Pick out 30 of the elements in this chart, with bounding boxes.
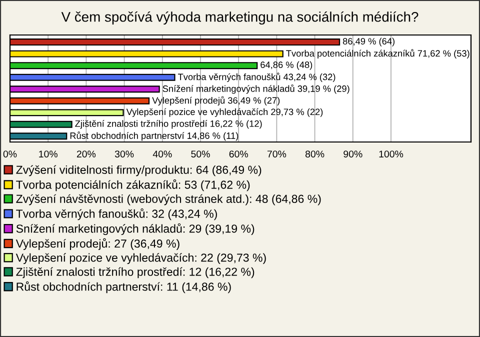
data-label: Tvorba potenciálních zákazníků 71,62 % (53) bbox=[286, 49, 470, 58]
legend-label: Zvýšení návštěvnosti (webových stránek atd.): 48 (64,86 %) bbox=[16, 194, 321, 206]
x-tick-label: 50% bbox=[191, 150, 210, 158]
x-tick-label: 10% bbox=[39, 150, 58, 158]
legend-label: Vylepšení prodejů: 27 (36,49 %) bbox=[16, 238, 180, 250]
legend-label: Zvýšení viditelnosti firmy/produktu: 64 (86,49 %) bbox=[16, 165, 262, 176]
x-tick-label: 100% bbox=[379, 150, 404, 158]
x-tick-label: 60% bbox=[229, 150, 248, 158]
x-tick-label: 70% bbox=[267, 150, 286, 158]
data-label: Vylepšení prodejů 36,49 % (27) bbox=[152, 96, 280, 106]
legend-label: Tvorba potenciálních zákazníků: 53 (71,62 %) bbox=[16, 179, 250, 192]
data-label: Růst obchodních partnerství 14,86 % (11) bbox=[70, 131, 238, 141]
legend-label: Tvorba věrných fanoušků: 32 (43,24 %) bbox=[16, 208, 217, 220]
legend-label: Růst obchodních partnerství: 11 (14,86 %) bbox=[16, 281, 231, 294]
data-label: 86,49 % (64) bbox=[342, 38, 394, 46]
chart-title: V čem spočívá výhoda marketingu na sociálních médiích? bbox=[61, 11, 418, 25]
x-tick-label: 20% bbox=[76, 150, 96, 158]
x-tick-label: 80% bbox=[305, 150, 324, 158]
data-label: Zjištění znalosti tržního prostředí 16,22 % (12) bbox=[75, 120, 262, 129]
data-label: Vylepšení pozice ve vyhledávačích 29,73 % (22) bbox=[126, 108, 323, 117]
x-tick-label: 30% bbox=[114, 150, 134, 158]
data-label: Tvorba věrných fanoušků 43,24 % (32) bbox=[178, 72, 336, 82]
data-label: 64,86 % (48) bbox=[260, 61, 312, 70]
legend-label: Vylepšení pozice ve vyhledávačích: 22 (29,73 %) bbox=[16, 253, 266, 264]
legend-label: Snížení marketingových nákladů: 29 (39,19 %) bbox=[16, 223, 254, 236]
x-tick-label: 90% bbox=[344, 150, 362, 158]
legend-label: Zjištění znalosti tržního prostředí: 12 (16,22 %) bbox=[16, 267, 254, 278]
data-label: Snížení marketingových nákladů 39,19 % (29) bbox=[162, 84, 350, 94]
x-tick-label: 0% bbox=[3, 150, 17, 158]
x-tick-label: 40% bbox=[152, 150, 172, 158]
